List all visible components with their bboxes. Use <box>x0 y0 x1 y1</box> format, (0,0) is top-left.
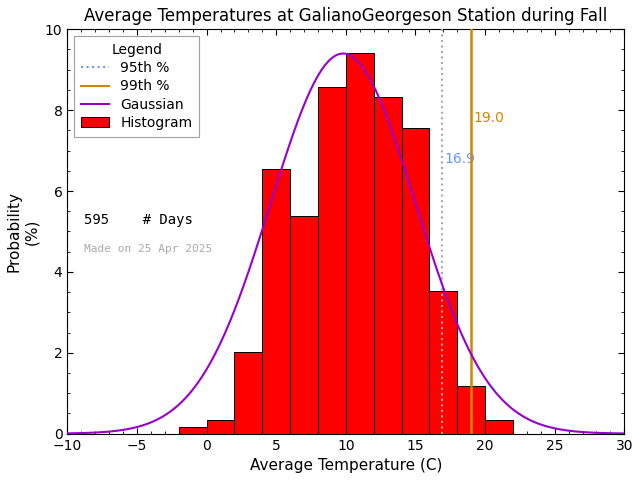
Bar <box>457 386 485 433</box>
Bar <box>318 87 346 433</box>
Bar <box>485 420 513 433</box>
Bar <box>234 352 262 433</box>
Legend: 95th %, 99th %, Gaussian, Histogram: 95th %, 99th %, Gaussian, Histogram <box>74 36 199 137</box>
Bar <box>262 169 290 433</box>
Bar <box>179 427 207 433</box>
Bar <box>374 97 401 433</box>
Text: 595    # Days: 595 # Days <box>84 213 193 227</box>
X-axis label: Average Temperature (C): Average Temperature (C) <box>250 458 442 473</box>
Bar <box>207 420 234 433</box>
Text: Made on 25 Apr 2025: Made on 25 Apr 2025 <box>84 243 212 253</box>
Text: 19.0: 19.0 <box>474 111 505 125</box>
Title: Average Temperatures at GalianoGeorgeson Station during Fall: Average Temperatures at GalianoGeorgeson… <box>84 7 607 25</box>
Bar <box>346 53 374 433</box>
Bar <box>429 291 457 433</box>
Y-axis label: Probability
(%): Probability (%) <box>7 191 39 272</box>
Bar <box>401 128 429 433</box>
Text: 16.9: 16.9 <box>445 152 476 166</box>
Bar <box>290 216 318 433</box>
